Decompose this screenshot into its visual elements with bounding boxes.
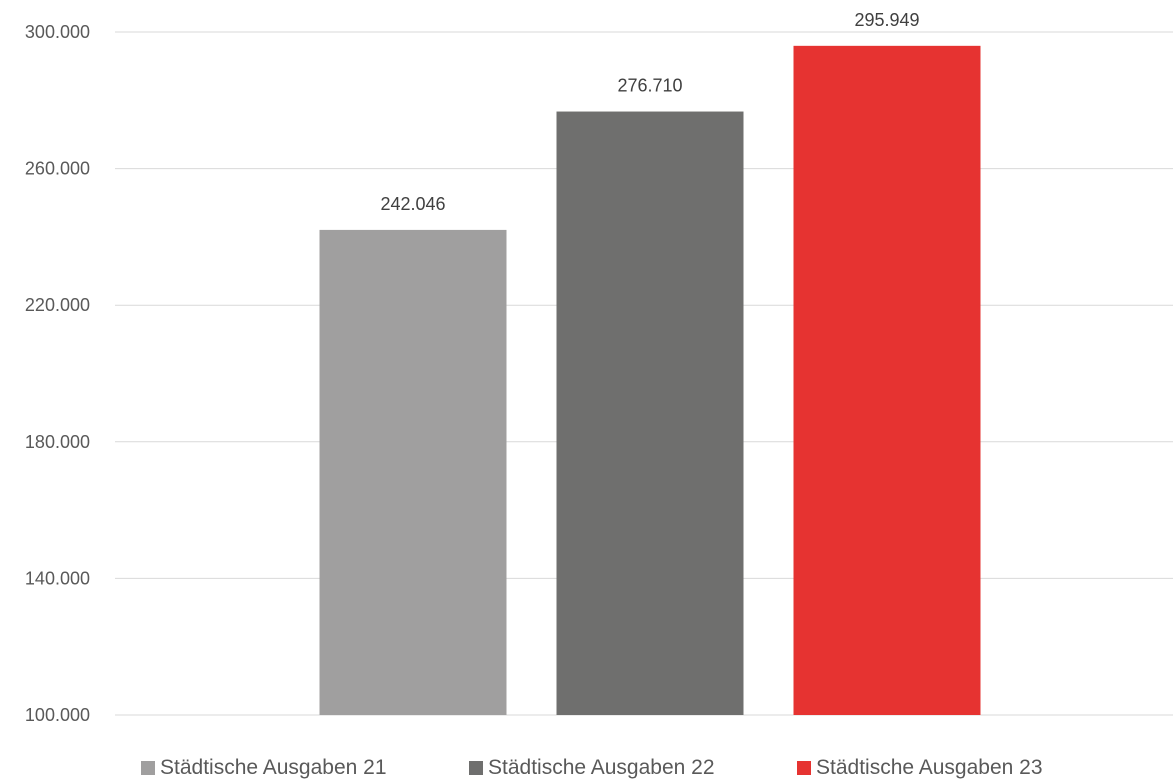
legend-item-series-3: Städtische Ausgaben 23 [797, 754, 1043, 781]
legend-item-series-1: Städtische Ausgaben 21 [141, 754, 387, 781]
bars [319, 45, 981, 716]
y-tick-label: 300.000 [25, 22, 90, 42]
bar-series-3 [793, 45, 981, 715]
data-label-series-2: 276.710 [617, 76, 682, 96]
y-tick-label: 260.000 [25, 159, 90, 179]
y-axis-tick-labels: 100.000 140.000 180.000 220.000 260.000 300.0… [25, 22, 90, 725]
legend-label: Städtische Ausgaben 21 [160, 755, 387, 779]
bar-series-2 [556, 111, 744, 716]
legend-swatch-icon [141, 760, 155, 775]
legend-label: Städtische Ausgaben 22 [488, 755, 715, 779]
y-tick-label: 220.000 [25, 295, 90, 315]
legend-swatch-icon [469, 760, 483, 775]
legend-item-series-2: Städtische Ausgaben 22 [469, 754, 715, 781]
bar-series-1 [319, 229, 507, 715]
bar-chart: 100.000 140.000 180.000 220.000 260.000 300.0… [25, 10, 1173, 725]
data-label-series-1: 242.046 [380, 194, 445, 214]
data-label-series-3: 295.949 [854, 10, 919, 30]
y-tick-label: 140.000 [25, 568, 90, 588]
y-tick-label: 180.000 [25, 432, 90, 452]
data-labels: 242.046 276.710 295.949 [380, 10, 919, 214]
legend-swatch-icon [797, 760, 811, 775]
y-tick-label: 100.000 [25, 705, 90, 725]
legend-label: Städtische Ausgaben 23 [816, 755, 1043, 779]
legend: Städtische Ausgaben 21 Städtische Ausgabe… [0, 754, 1173, 781]
